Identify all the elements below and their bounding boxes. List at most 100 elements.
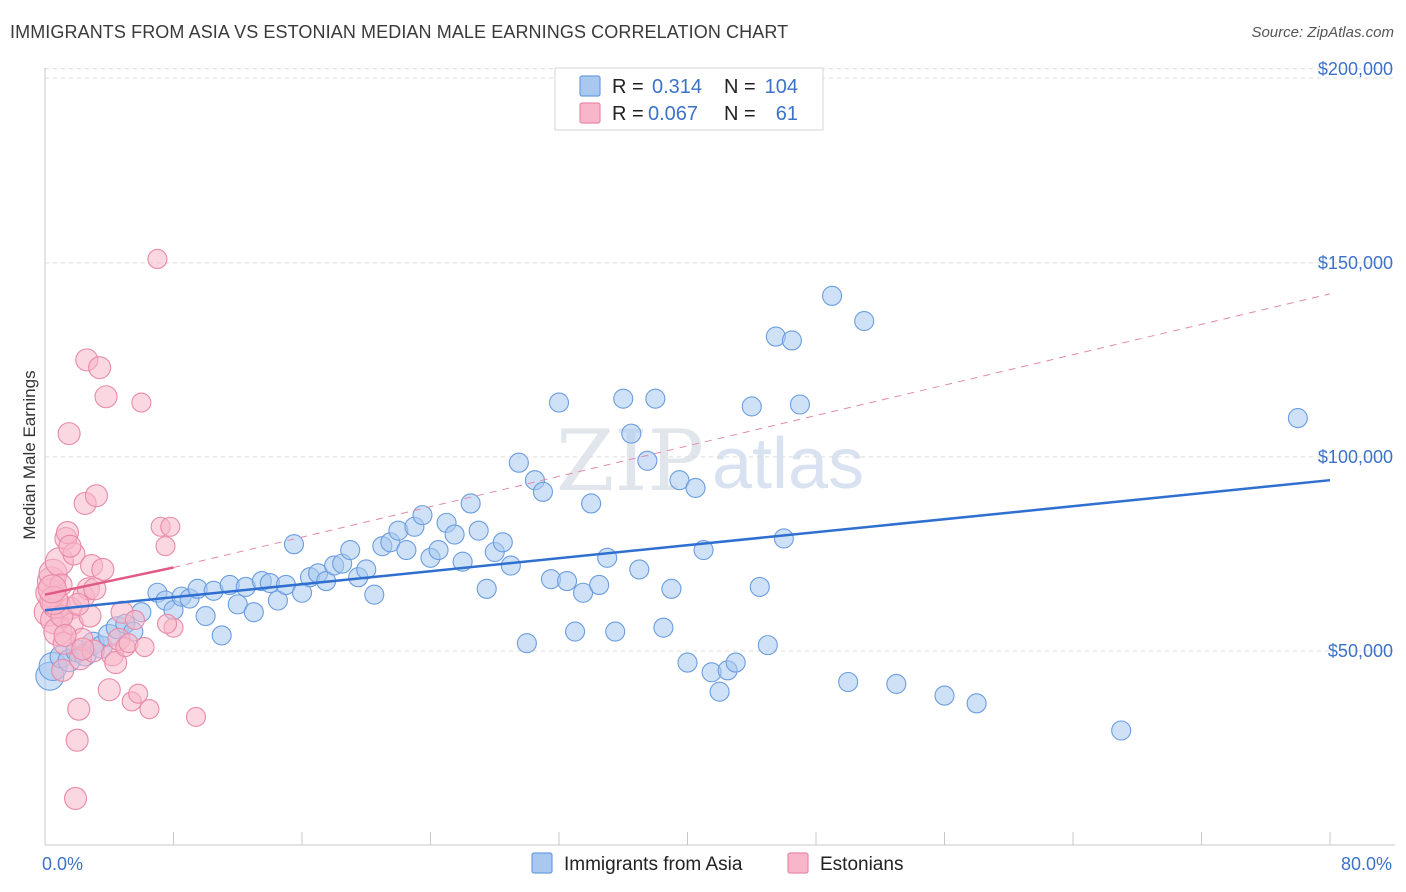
asia-point-68	[589, 574, 610, 596]
estonians-point-44	[134, 637, 155, 658]
asia-point-57	[500, 555, 521, 576]
y-tick-labels: $50,000 $100,000 $150,000 $200,000	[1318, 59, 1393, 661]
estonians-point-30	[88, 356, 112, 380]
y-tick-label-1: $100,000	[1318, 447, 1393, 467]
estonians-point-56	[71, 637, 95, 661]
y-tick-label-3: $200,000	[1318, 59, 1393, 79]
asia-point-19	[195, 605, 216, 627]
series-asia-points	[35, 285, 1308, 741]
asia-point-72	[621, 423, 642, 444]
asia-point-65	[565, 621, 586, 642]
legend-r-value-estonians: 0.067	[648, 103, 698, 125]
estonians-point-54	[53, 623, 77, 647]
estonians-point-31	[91, 557, 115, 582]
watermark-atlas: atlas	[712, 424, 864, 504]
trend-line-estonians	[44, 566, 174, 596]
asia-point-56	[492, 532, 513, 553]
y-tick-label-0: $50,000	[1328, 641, 1393, 661]
y-axis-label: Median Male Earnings	[20, 370, 39, 539]
bottom-legend-label-asia: Immigrants from Asia	[564, 854, 743, 875]
asia-point-99	[1111, 720, 1132, 741]
estonians-point-59	[58, 534, 82, 558]
legend-n-label-asia: N =	[724, 76, 756, 98]
x-tick-marks	[44, 832, 1331, 845]
estonians-point-32	[94, 385, 118, 409]
asia-point-79	[677, 652, 698, 673]
source-label: Source: ZipAtlas.com	[1251, 24, 1394, 41]
trend-lines	[44, 293, 1331, 612]
asia-point-23	[227, 594, 248, 615]
legend-swatch-estonians	[579, 102, 601, 124]
estonians-point-9	[51, 658, 75, 682]
asia-point-53	[468, 520, 489, 541]
asia-point-44	[396, 539, 417, 561]
asia-point-97	[934, 685, 955, 706]
trend-line-asia	[44, 478, 1331, 612]
asia-point-90	[773, 528, 794, 549]
asia-point-54	[476, 578, 497, 599]
asia-point-76	[653, 617, 674, 638]
y-tick-label-2: $150,000	[1318, 253, 1393, 273]
estonians-point-41	[124, 609, 145, 630]
asia-point-95	[854, 311, 875, 332]
x-tick-label-min: 0.0%	[42, 854, 83, 874]
asia-point-50	[444, 524, 465, 545]
asia-point-21	[211, 625, 232, 646]
asia-point-88	[757, 635, 778, 656]
bottom-legend-swatch-estonians	[787, 852, 809, 874]
asia-point-86	[741, 396, 762, 417]
estonians-point-46	[147, 248, 168, 270]
x-tick-label-max: 80.0%	[1341, 854, 1392, 874]
asia-point-58	[508, 452, 529, 473]
asia-point-94	[838, 671, 859, 693]
estonians-point-57	[83, 577, 107, 601]
asia-point-66	[573, 582, 594, 603]
legend-r-value-asia: 0.314	[652, 76, 702, 98]
asia-point-87	[749, 576, 770, 597]
asia-point-78	[669, 470, 690, 491]
asia-point-70	[605, 621, 626, 642]
chart-title: IMMIGRANTS FROM ASIA VS ESTONIAN MEDIAN …	[10, 22, 789, 42]
legend-n-value-asia: 104	[765, 76, 798, 98]
legend-r-label-asia: R =	[612, 76, 644, 98]
estonians-point-49	[160, 516, 181, 537]
legend-n-label-estonians: N =	[724, 103, 756, 125]
asia-point-83	[709, 681, 730, 702]
legend-n-value-estonians: 61	[776, 103, 798, 125]
bottom-legend-label-estonians: Estonians	[820, 854, 903, 875]
asia-point-80	[685, 477, 706, 499]
estonians-point-45	[139, 699, 160, 720]
asia-point-37	[340, 539, 361, 561]
asia-point-85	[725, 652, 746, 673]
grid-lines	[45, 68, 1395, 652]
asia-point-71	[613, 388, 634, 409]
estonians-point-48	[155, 536, 176, 557]
legend-swatch-asia	[579, 75, 601, 97]
estonians-point-35	[104, 651, 128, 675]
series-estonians-points	[33, 248, 207, 810]
asia-point-98	[966, 693, 987, 714]
estonians-point-29	[84, 484, 108, 508]
asia-point-77	[661, 578, 682, 599]
estonians-point-18	[65, 728, 89, 752]
asia-point-93	[822, 285, 843, 306]
estonians-point-60	[185, 706, 207, 727]
legend-r-label-estonians: R =	[612, 103, 644, 125]
asia-point-100	[1287, 408, 1308, 429]
estonians-point-43	[131, 392, 152, 413]
asia-point-48	[428, 539, 449, 561]
asia-point-92	[789, 394, 810, 415]
asia-point-25	[243, 602, 264, 623]
correlation-legend: R = 0.314 N = 104 R = 0.067 N = 61	[554, 67, 824, 131]
estonians-point-58	[37, 574, 67, 604]
estonians-point-51	[157, 613, 178, 634]
asia-point-75	[645, 388, 666, 409]
asia-point-61	[532, 481, 553, 502]
asia-point-96	[886, 673, 907, 694]
asia-point-73	[629, 559, 650, 580]
asia-point-59	[516, 633, 537, 654]
asia-point-67	[581, 493, 602, 514]
asia-point-40	[364, 584, 385, 605]
asia-point-46	[412, 505, 433, 526]
